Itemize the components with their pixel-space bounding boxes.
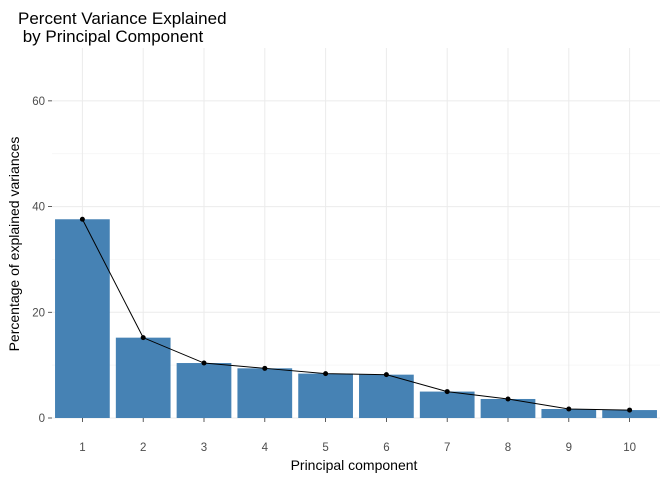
- point-pc-7: [444, 389, 450, 395]
- x-tick-label: 3: [201, 442, 207, 454]
- bar-pc-1: [55, 219, 110, 418]
- bar-pc-8: [480, 398, 536, 418]
- point-pc-1: [79, 216, 85, 222]
- bar-pc-7: [419, 391, 475, 418]
- y-tick-label: 40: [32, 202, 45, 214]
- chart-title-line-1: Percent Variance Explained: [18, 9, 227, 28]
- y-axis-ticks: 0 20 40 60: [32, 96, 52, 425]
- bar-pc-9: [541, 409, 597, 418]
- x-tick-label: 7: [444, 442, 450, 454]
- y-tick-label: 0: [39, 413, 45, 425]
- x-axis-label: Principal component: [291, 457, 418, 473]
- y-tick-label: 20: [32, 307, 45, 319]
- point-pc-8: [505, 396, 511, 402]
- point-pc-3: [201, 360, 207, 366]
- x-tick-label: 4: [262, 442, 269, 454]
- variance-points: [79, 216, 633, 413]
- point-pc-2: [140, 335, 146, 341]
- grid: [52, 48, 660, 419]
- bar-pc-4: [237, 368, 293, 418]
- x-tick-label: 9: [566, 442, 572, 454]
- x-tick-label: 8: [505, 442, 511, 454]
- point-pc-10: [627, 407, 633, 413]
- bar-pc-3: [176, 363, 232, 418]
- y-tick-label: 60: [32, 96, 45, 108]
- point-pc-6: [383, 372, 389, 378]
- bar-pc-10: [602, 410, 657, 418]
- x-tick-label: 6: [383, 442, 389, 454]
- variance-line-path: [81, 219, 630, 411]
- chart-title-line-2: by Principal Component: [18, 27, 203, 46]
- point-pc-5: [323, 371, 329, 377]
- x-tick-label: 10: [623, 442, 636, 454]
- point-pc-4: [262, 365, 268, 371]
- y-axis-label: Percentage of explained variances: [6, 137, 22, 352]
- x-tick-label: 2: [140, 442, 146, 454]
- point-pc-9: [566, 406, 572, 412]
- bar-pc-5: [298, 373, 353, 418]
- bars: [55, 219, 657, 418]
- bar-pc-2: [115, 337, 171, 418]
- x-tick-label: 1: [79, 442, 85, 454]
- x-tick-label: 5: [322, 442, 328, 454]
- bar-pc-6: [359, 374, 414, 418]
- variance-line: [81, 219, 630, 411]
- x-axis-ticks: 1 2 3 4 5 6 7 8 9 10: [79, 418, 636, 454]
